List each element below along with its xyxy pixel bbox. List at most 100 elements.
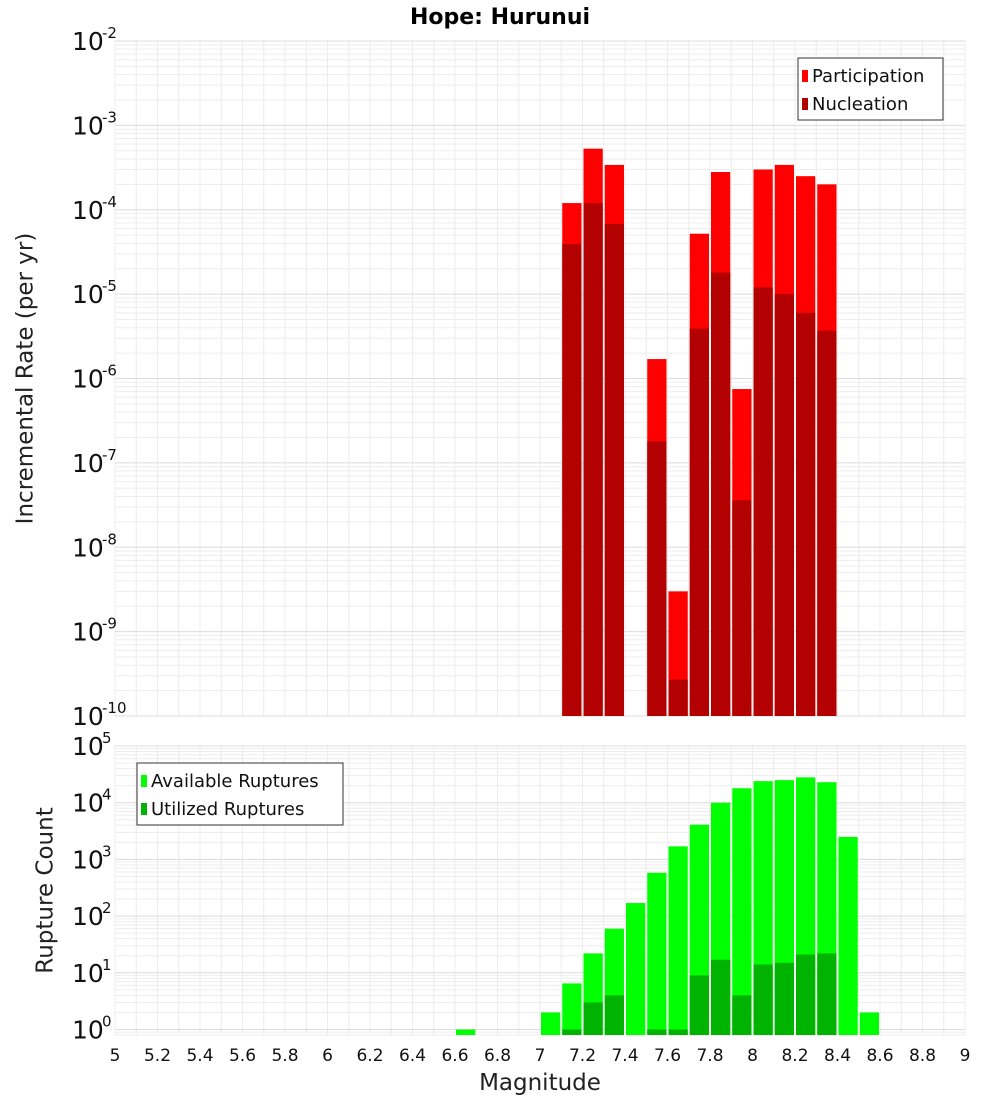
x-tick-label: 8.6: [866, 1046, 893, 1066]
y-tick-label: 10: [72, 533, 104, 562]
y-tick-label: 10: [72, 732, 104, 761]
series-b-bar: [796, 954, 816, 1035]
chart-title: Hope: Hurunui: [410, 5, 590, 30]
rate-y-axis-label: Incremental Rate (per yr): [13, 233, 39, 525]
legend-label: Available Ruptures: [151, 771, 319, 792]
legend-box: [136, 762, 344, 826]
series-b-bar: [796, 312, 816, 716]
series-a-bar: [859, 1012, 879, 1035]
series-b-bar: [668, 679, 688, 716]
y-tick-label: 10: [72, 789, 104, 818]
y-tick-exponent: 0: [102, 1013, 112, 1031]
series-b-bar: [583, 203, 603, 716]
series-a-bar: [456, 1029, 476, 1035]
series-b-bar: [732, 995, 752, 1035]
series-b-bar: [774, 294, 794, 716]
x-ticks: 5 5.2 5.4 5.6 5.8 6 6.2 6.4 6.6 6.8 7 7.2 7.4 7.6 7.8 8…: [110, 1046, 971, 1066]
y-tick-exponent: 4: [102, 786, 112, 804]
x-tick-label: 7.4: [611, 1046, 638, 1066]
y-tick-label: 10: [72, 902, 104, 931]
x-tick-label: 6.8: [484, 1046, 511, 1066]
series-b-bar: [562, 244, 582, 717]
series-b-bar: [562, 1029, 582, 1035]
x-tick-label: 5: [110, 1046, 121, 1066]
rate-y-ticks: 10-210-310-410-510-610-710-810-910-10: [72, 24, 127, 731]
series-b-bar: [711, 272, 731, 716]
y-tick-label: 10: [72, 27, 104, 56]
y-tick-label: 10: [72, 845, 104, 874]
legend-swatch: [141, 803, 147, 815]
rate-panel: 10-210-310-410-510-610-710-810-910-10 In…: [13, 24, 966, 731]
x-tick-label: 6.2: [356, 1046, 383, 1066]
y-tick-label: 10: [72, 702, 104, 731]
x-tick-label: 9: [960, 1046, 971, 1066]
y-tick-exponent: 1: [102, 956, 112, 974]
y-tick-label: 10: [72, 449, 104, 478]
count-bars: [456, 777, 879, 1035]
y-tick-label: 10: [72, 196, 104, 225]
y-tick-label: 10: [72, 111, 104, 140]
y-tick-exponent: -4: [102, 193, 117, 211]
x-tick-label: 8: [747, 1046, 758, 1066]
series-b-bar: [604, 223, 624, 716]
legend-swatch: [802, 98, 808, 110]
x-axis-label: Magnitude: [479, 1070, 601, 1096]
legend-label: Utilized Ruptures: [151, 799, 304, 820]
y-tick-exponent: 2: [102, 899, 112, 917]
series-b-bar: [604, 995, 624, 1035]
series-b-bar: [753, 964, 773, 1035]
series-b-bar: [774, 962, 794, 1035]
x-tick-label: 6.6: [441, 1046, 468, 1066]
rate-bars: [562, 148, 837, 717]
y-tick-exponent: -3: [102, 108, 117, 126]
rate-legend: Participation Nucleation: [797, 57, 944, 121]
x-tick-label: 7.8: [696, 1046, 723, 1066]
series-b-bar: [668, 1029, 688, 1035]
series-b-bar: [689, 975, 709, 1035]
y-tick-label: 10: [72, 959, 104, 988]
series-a-bar: [732, 788, 752, 1035]
x-tick-label: 6.4: [399, 1046, 426, 1066]
y-tick-exponent: -5: [102, 277, 117, 295]
y-tick-exponent: -8: [102, 530, 117, 548]
series-b-bar: [583, 1002, 603, 1035]
y-tick-exponent: -7: [102, 446, 117, 464]
legend-swatch: [802, 70, 808, 82]
x-tick-label: 5.4: [186, 1046, 213, 1066]
y-tick-exponent: -9: [102, 615, 117, 633]
series-a-bar: [626, 903, 646, 1035]
x-tick-label: 5.6: [229, 1046, 256, 1066]
y-tick-exponent: -2: [102, 24, 117, 42]
series-b-bar: [647, 441, 667, 716]
series-a-bar: [562, 983, 582, 1035]
y-tick-exponent: -10: [102, 699, 127, 717]
y-tick-label: 10: [72, 280, 104, 309]
x-tick-label: 8.2: [781, 1046, 808, 1066]
series-a-bar: [668, 846, 688, 1035]
y-tick-exponent: -6: [102, 362, 117, 380]
series-b-bar: [753, 287, 773, 716]
x-tick-label: 7: [535, 1046, 546, 1066]
series-b-bar: [647, 1029, 667, 1035]
y-tick-label: 10: [72, 365, 104, 394]
x-tick-label: 7.2: [569, 1046, 596, 1066]
rate-gridlines: [114, 40, 966, 717]
x-tick-label: 7.6: [654, 1046, 681, 1066]
series-b-bar: [711, 959, 731, 1035]
series-b-bar: [817, 953, 837, 1035]
y-tick-label: 10: [72, 618, 104, 647]
x-tick-label: 8.4: [824, 1046, 851, 1066]
x-tick-label: 5.8: [271, 1046, 298, 1066]
legend-label: Nucleation: [812, 94, 908, 115]
y-tick-exponent: 5: [102, 729, 112, 747]
series-a-bar: [647, 872, 667, 1035]
legend-label: Participation: [812, 66, 924, 87]
count-y-axis-label: Rupture Count: [33, 807, 59, 973]
x-tick-label: 6: [322, 1046, 333, 1066]
x-tick-label: 5.2: [144, 1046, 171, 1066]
series-a-bar: [838, 836, 858, 1035]
series-b-bar: [732, 500, 752, 716]
